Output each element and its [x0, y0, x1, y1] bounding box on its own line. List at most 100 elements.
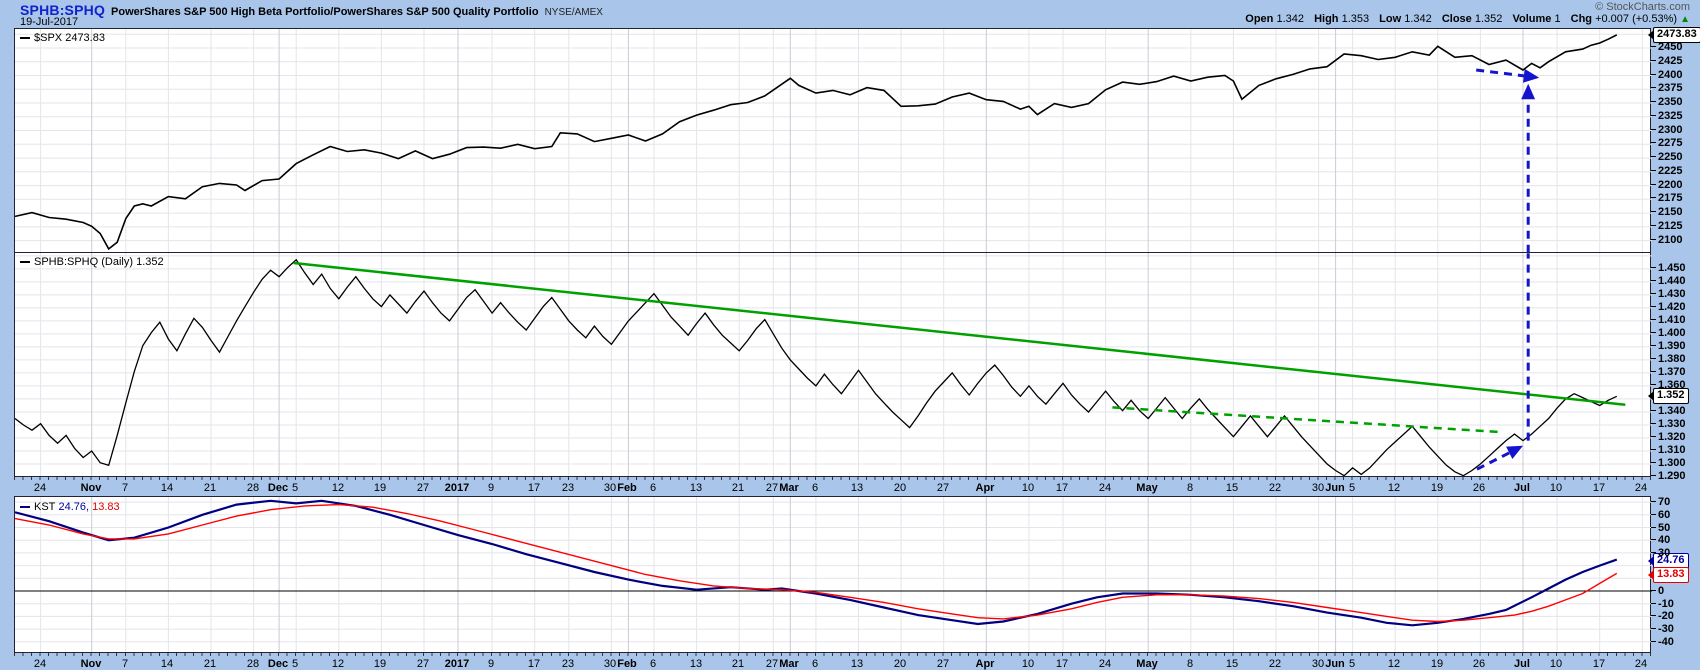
ratio-legend-value: 1.352: [136, 256, 164, 268]
y-axis-tick-label: 2175: [1651, 191, 1682, 204]
y-axis-tick-label: 2225: [1651, 164, 1682, 177]
x-axis-day-label: 30: [603, 482, 617, 494]
x-axis-day-label: 21: [731, 482, 745, 494]
x-axis-day-label: 28: [246, 658, 260, 670]
x-axis-day-label: 19: [373, 482, 387, 494]
spx-legend-value: 2473.83: [65, 32, 105, 44]
x-axis-day-label: 10: [1549, 658, 1563, 670]
x-axis-day-label: 27: [765, 658, 779, 670]
x-axis-day-label: 13: [850, 482, 864, 494]
y-axis-tick-label: 0: [1651, 584, 1664, 597]
x-axis-day-label: 6: [811, 482, 819, 494]
x-axis-band-upper: 24 Nov 7 14 21 28 Dec 5 12 19 27 2017 9 17 23 30 Feb 6 13 2…: [14, 476, 1651, 497]
x-axis-band-lower: 24 Nov 7 14 21 28 Dec 5 12 19 27 2017 9 17 23 30 Feb 6 13 2…: [14, 652, 1651, 670]
low-value: 1.342: [1404, 13, 1432, 25]
y-axis-tick-label: 60: [1651, 508, 1670, 521]
y-axis-tick-label: 1.380: [1651, 352, 1686, 365]
quote-summary: Open 1.342 High 1.353 Low 1.342 Close 1.…: [1238, 13, 1690, 25]
x-axis-day-label: 21: [203, 482, 217, 494]
ratio-line-swatch: [20, 261, 30, 264]
x-axis-day-label: 12: [1387, 482, 1401, 494]
y-axis-tick-label: 2450: [1651, 40, 1682, 53]
x-axis-day-label: 15: [1225, 658, 1239, 670]
x-axis-day-label: 9: [487, 482, 495, 494]
kst-legend-separator: ,: [86, 501, 93, 513]
volume-value: 1: [1554, 13, 1561, 25]
y-axis-tick-label: -30: [1651, 622, 1674, 635]
x-axis-day-label: 7: [121, 482, 129, 494]
x-axis-day-label: 10: [1549, 482, 1563, 494]
y-axis-tick-label: 1.430: [1651, 287, 1686, 300]
x-axis-day-label: 13: [689, 658, 703, 670]
x-axis-day-label: 21: [731, 658, 745, 670]
spx-plot: [15, 29, 1652, 253]
x-axis-day-label: 22: [1268, 482, 1282, 494]
y-axis-tick-label: 50: [1651, 521, 1670, 534]
spx-legend: $SPX 2473.83: [20, 32, 105, 44]
high-label: High: [1314, 13, 1339, 25]
x-axis-month-label: Nov: [80, 658, 102, 670]
y-axis-tick-label: 2100: [1651, 233, 1682, 246]
x-axis-month-label: Jun: [1325, 482, 1345, 494]
y-axis-tick-label: 2400: [1651, 68, 1682, 81]
x-axis-day-label: 19: [1430, 482, 1444, 494]
x-axis-day-label: 20: [893, 482, 907, 494]
y-axis-tick-label: -20: [1651, 609, 1674, 622]
link-arrow-up-head: [1521, 83, 1536, 100]
breakout-arrow-head: [1506, 445, 1523, 459]
x-axis-day-label: 26: [1472, 658, 1486, 670]
y-axis-tick-label: 1.400: [1651, 326, 1686, 339]
x-axis-day-label: 6: [811, 658, 819, 670]
y-axis-tick-label: 1.310: [1651, 443, 1686, 456]
ratio-last-price-box: 1.352: [1648, 388, 1689, 404]
y-axis-tick-label: -40: [1651, 635, 1674, 648]
y-axis-tick-label: 2200: [1651, 178, 1682, 191]
x-axis-day-label: 30: [603, 658, 617, 670]
spx-last-price-box: 2473.83: [1648, 27, 1700, 43]
ticker-symbol: SPHB:SPHQ: [20, 2, 106, 18]
x-axis-day-label: 24: [33, 658, 47, 670]
x-axis-day-label: 5: [1348, 482, 1356, 494]
kst-legend-value: 24.76: [58, 501, 86, 513]
high-value: 1.353: [1341, 13, 1370, 25]
x-axis-month-label: Mar: [779, 658, 799, 670]
x-axis-day-label: 17: [1592, 658, 1606, 670]
x-axis-day-label: 17: [527, 482, 541, 494]
y-axis-tick-label: 2325: [1651, 109, 1682, 122]
x-axis-month-label: Apr: [975, 482, 995, 494]
ratio-plot: [15, 253, 1652, 477]
x-axis-day-label: 10: [1021, 482, 1035, 494]
change-up-triangle-icon: ▲: [1680, 14, 1690, 25]
ratio-legend: SPHB:SPHQ (Daily) 1.352: [20, 256, 164, 268]
x-axis-month-label: Jun: [1325, 658, 1345, 670]
y-axis-tick-label: 2150: [1651, 205, 1682, 218]
x-axis-day-label: 12: [1387, 658, 1401, 670]
y-axis-tick-label: 1.370: [1651, 365, 1686, 378]
x-axis-day-label: 13: [850, 658, 864, 670]
y-axis-tick-label: 1.420: [1651, 300, 1686, 313]
chg-label: Chg: [1570, 13, 1593, 25]
x-axis-day-label: 24: [1634, 658, 1648, 670]
y-axis-tick-label: 1.440: [1651, 274, 1686, 287]
x-axis-month-label: May: [1136, 482, 1158, 494]
y-axis-tick-label: 2375: [1651, 81, 1682, 94]
x-axis-day-label: 22: [1268, 658, 1282, 670]
kst-legend-label: KST: [34, 501, 56, 513]
x-axis-day-label: 19: [1430, 658, 1444, 670]
open-label: Open: [1245, 13, 1274, 25]
y-axis-tick-label: 1.330: [1651, 417, 1686, 430]
kst-signal-value-box: 13.83: [1648, 567, 1689, 583]
x-axis-day-label: 17: [1055, 658, 1069, 670]
x-axis-day-label: 12: [331, 482, 345, 494]
y-axis-tick-label: 2300: [1651, 123, 1682, 136]
x-axis-day-label: 19: [373, 658, 387, 670]
x-axis-day-label: 8: [1186, 482, 1194, 494]
x-axis-month-label: Dec: [267, 658, 289, 670]
x-axis-day-label: 14: [160, 482, 174, 494]
open-value: 1.342: [1276, 13, 1304, 25]
x-axis-day-label: 26: [1472, 482, 1486, 494]
y-axis-tick-label: 2125: [1651, 219, 1682, 232]
x-axis-day-label: 20: [893, 658, 907, 670]
x-axis-day-label: 14: [160, 658, 174, 670]
y-axis-tick-label: 40: [1651, 533, 1670, 546]
